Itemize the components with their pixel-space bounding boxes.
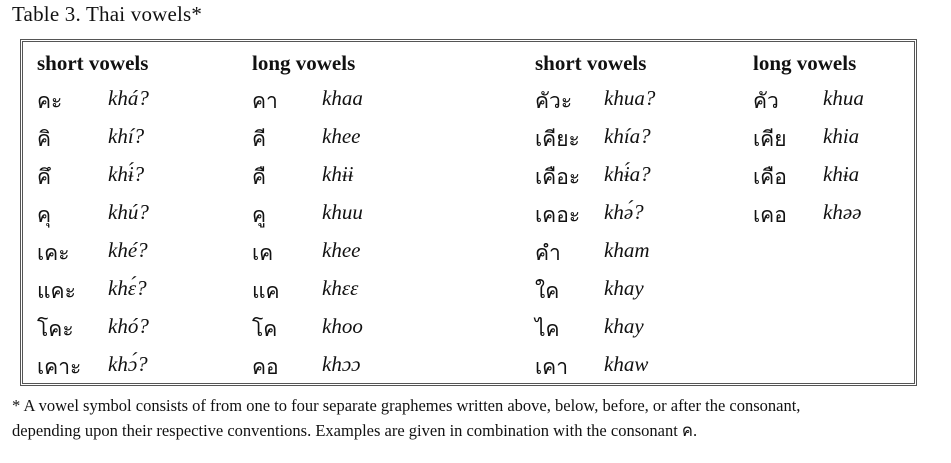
romanization: khɛ́? [108,276,147,300]
romanization: khə́? [604,200,644,224]
footnote-line-2: depending upon their respective conventi… [12,421,698,440]
thai-vowel: แค [252,279,280,303]
romanization: khee [322,124,361,148]
romanization: khɔɔ [322,352,361,376]
thai-vowel: ใค [535,279,560,303]
romanization: khaw [604,352,649,376]
romanization: khia [823,124,860,148]
romanization: khay [604,276,644,300]
romanization: kham [604,238,650,262]
romanization: khé? [108,238,148,262]
romanization: khú? [108,200,149,224]
thai-vowel: เคียะ [535,127,580,151]
thai-vowel: คัว [753,89,779,113]
thai-vowel: เคือ [753,165,787,189]
thai-vowel: คู [252,203,267,227]
romanization: khee [322,238,361,262]
romanization: khá? [108,86,149,110]
table-footnote: * A vowel symbol consists of from one to… [12,393,947,443]
romanization: khía? [604,124,651,148]
romanization: khɨɨ [322,162,354,186]
thai-vowel: ไค [535,317,560,341]
table-caption: Table 3. Thai vowels* [12,2,203,26]
romanization: khua [823,86,864,110]
thai-vowel: เคอ [753,203,787,227]
thai-vowel: คื [252,165,267,189]
romanization: khɨ́a? [604,162,651,186]
thai-vowel: เค [252,241,274,265]
thai-vowel: เคาะ [37,355,82,379]
romanization: khua? [604,86,656,110]
thai-vowel: คัวะ [535,89,573,113]
romanization: khɔ́? [108,352,148,376]
thai-vowel: คา [252,89,278,113]
romanization: khɨ́? [108,162,145,186]
romanization: khuu [322,200,363,224]
thai-vowel: เคา [535,355,569,379]
romanization: khoo [322,314,363,338]
romanization: khaa [322,86,363,110]
column-header: long vowels [252,51,356,75]
thai-vowel: แคะ [37,279,76,303]
romanization: khɛɛ [322,276,359,300]
column-header: short vowels [37,51,149,75]
thai-vowel: คุ [37,203,52,227]
thai-vowel: โค [252,317,278,341]
thai-vowel: โคะ [37,317,74,341]
thai-vowel: คิ [37,127,52,151]
thai-vowel: คะ [37,89,63,113]
romanization: khɨa [823,162,860,186]
thai-vowel: คำ [535,241,561,265]
romanization: khəə [823,200,862,224]
footnote-line-1: * A vowel symbol consists of from one to… [12,396,801,415]
romanization: khí? [108,124,145,148]
romanization: khay [604,314,644,338]
thai-vowel: เคอะ [535,203,581,227]
column-header: long vowels [753,51,857,75]
thai-vowel: คี [252,127,267,151]
thai-vowel: เคีย [753,127,787,151]
romanization: khó? [108,314,149,338]
thai-vowel: เคะ [37,241,70,265]
column-header: short vowels [535,51,647,75]
vowel-table: short vowels คะ khá? คิ khí? คึ khɨ́? คุ khú… [20,39,917,386]
thai-vowel: เคือะ [535,165,581,189]
thai-vowel: คึ [37,165,52,189]
thai-vowel: คอ [252,355,279,379]
